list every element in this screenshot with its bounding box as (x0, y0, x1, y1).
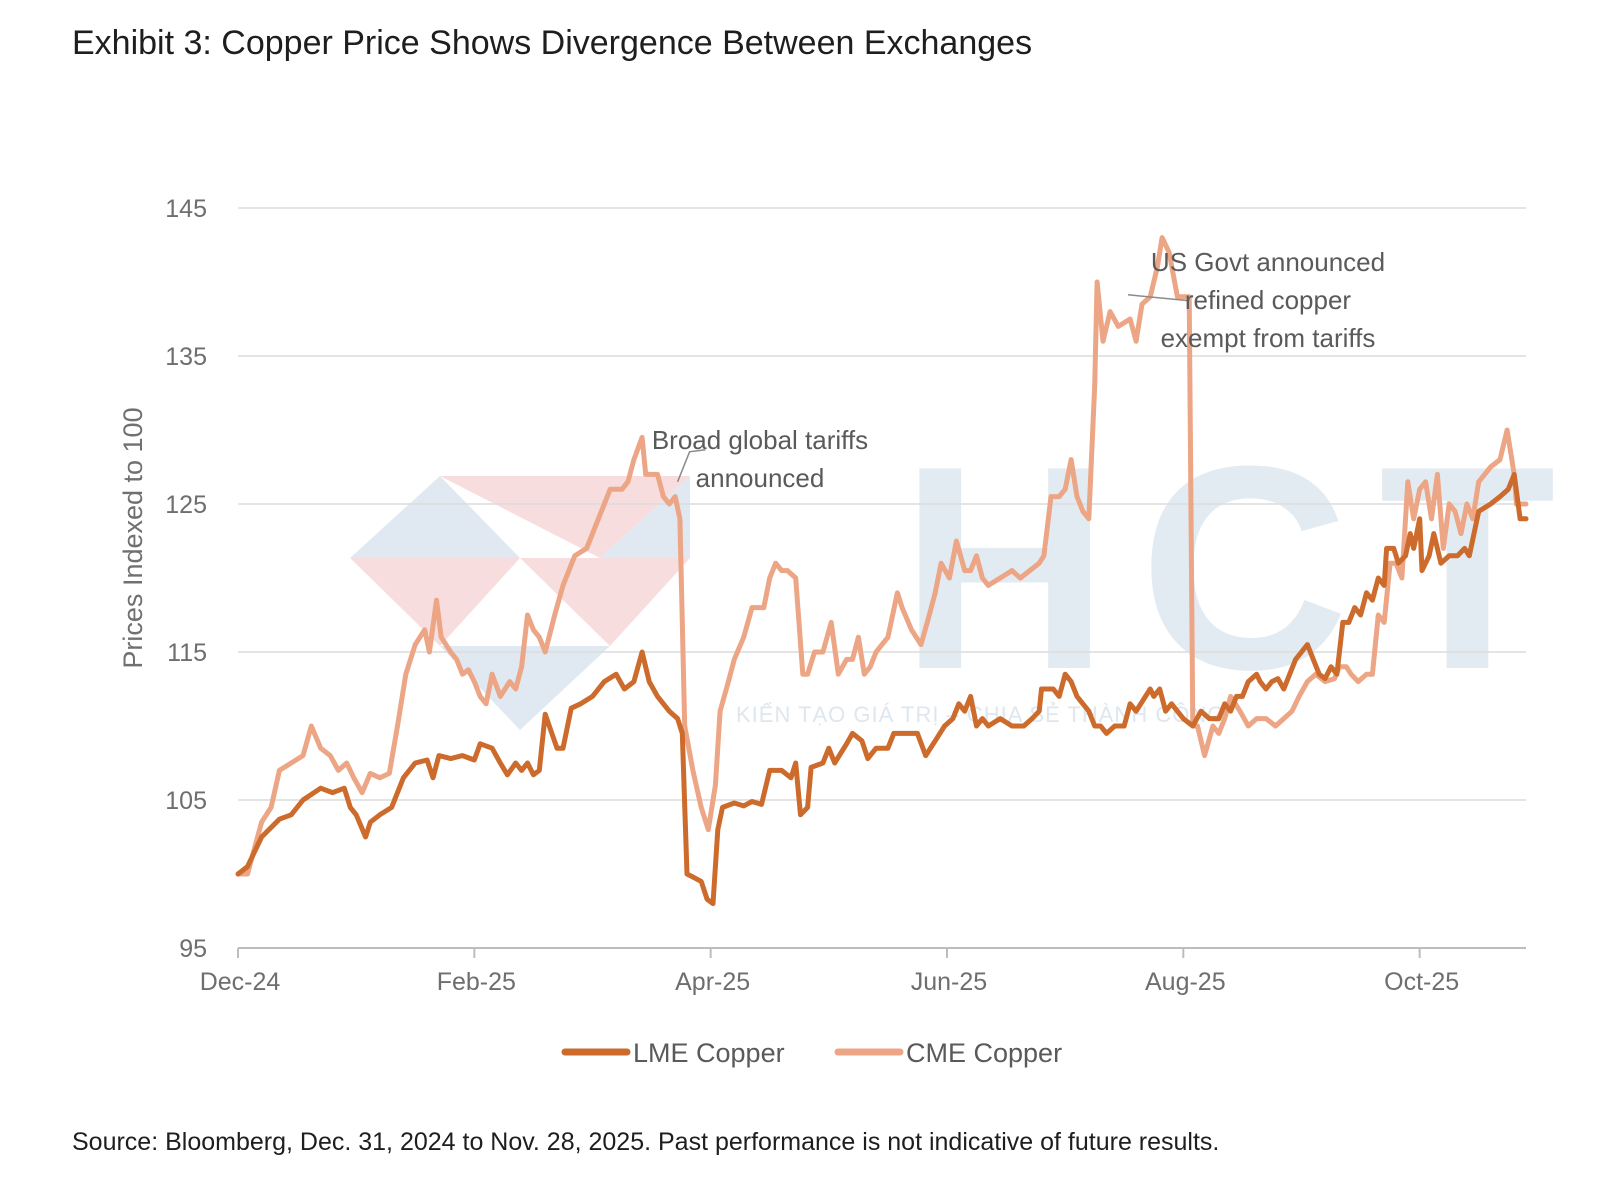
watermark-diamond-red-top (440, 476, 690, 558)
source-note: Source: Bloomberg, Dec. 31, 2024 to Nov.… (72, 1128, 1220, 1156)
x-tick-label: Jun-25 (911, 968, 987, 996)
x-tick-label: Oct-25 (1384, 968, 1459, 996)
watermark-diamond-blue-left (350, 476, 520, 558)
chart-title: Exhibit 3: Copper Price Shows Divergence… (72, 24, 1033, 62)
legend-label: LME Copper (633, 1038, 785, 1068)
x-tick-label: Aug-25 (1145, 968, 1226, 996)
annotation-leader-exempt (1127, 294, 1190, 302)
series-lines (235, 235, 1529, 907)
annotation-text-exempt: refined copper (1185, 285, 1352, 315)
x-tick-label: Dec-24 (200, 968, 281, 996)
annotation-text-tariffs: announced (696, 463, 825, 493)
annotation-text-exempt: exempt from tariffs (1161, 323, 1376, 353)
y-tick-label: 125 (165, 491, 207, 519)
y-tick-label: 145 (165, 195, 207, 223)
y-tick-label: 105 (165, 787, 207, 815)
watermark-diamond-blue-right (600, 476, 690, 558)
watermark-diamond-blue-bottom (440, 646, 610, 730)
legend: LME Copper CME Copper (561, 1038, 1062, 1068)
watermark-diamond-red-right (520, 558, 690, 646)
y-axis-label: Prices Indexed to 100 (118, 407, 148, 668)
x-tick-label: Feb-25 (437, 968, 516, 996)
annotations: Broad global tariffs announced US Govt ann… (652, 247, 1385, 493)
legend-label: CME Copper (906, 1038, 1062, 1068)
annotation-text-exempt: US Govt announced (1151, 247, 1385, 277)
y-tick-label: 95 (179, 935, 207, 963)
y-tick-label: 135 (165, 343, 207, 371)
watermark-brand: HCT (900, 406, 1586, 730)
x-tick-label: Apr-25 (675, 968, 750, 996)
y-tick-label: 115 (167, 639, 207, 667)
axes: Prices Indexed to 100 95 105 115 125 135 145 D… (118, 195, 1459, 996)
annotation-text-tariffs: Broad global tariffs (652, 425, 868, 455)
series-line-lme-copper (235, 471, 1529, 907)
annotation-leader-tariffs (676, 449, 706, 483)
